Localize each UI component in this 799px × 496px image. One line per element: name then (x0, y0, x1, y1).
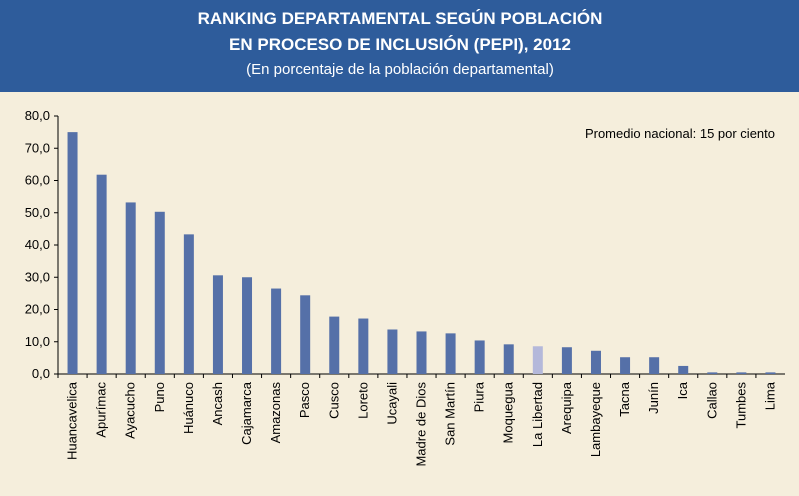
x-tick-label: Junín (646, 382, 661, 414)
bar (329, 316, 340, 374)
x-tick-label: La Libertad (530, 382, 545, 447)
x-tick-label: Apurímac (94, 382, 109, 438)
y-tick-label: 0,0 (32, 366, 50, 381)
x-tick-label: Ica (675, 381, 690, 399)
x-tick-label: Ancash (210, 382, 225, 425)
x-tick-label: Pasco (297, 382, 312, 418)
y-tick-label: 10,0 (25, 334, 50, 349)
bar (678, 365, 689, 374)
y-tick-label: 70,0 (25, 140, 50, 155)
x-tick-label: Puno (152, 382, 167, 412)
bar (154, 211, 165, 374)
bar (271, 288, 282, 374)
bar (736, 372, 747, 374)
x-tick-label: Cajamarca (239, 381, 254, 445)
x-tick-label: Huánuco (181, 382, 196, 434)
bar (503, 344, 514, 374)
y-tick-label: 30,0 (25, 269, 50, 284)
bar (212, 275, 223, 374)
y-tick-label: 40,0 (25, 237, 50, 252)
x-tick-label: Amazonas (268, 382, 283, 444)
x-tick-label: Huancavelica (65, 381, 80, 460)
x-tick-label: Ayacucho (123, 382, 138, 439)
bar (387, 329, 398, 374)
x-tick-label: Piura (472, 381, 487, 412)
x-tick-label: Ucayali (384, 382, 399, 425)
y-tick-label: 80,0 (25, 108, 50, 123)
x-tick-label: Tumbes (733, 382, 748, 429)
bar (765, 372, 776, 374)
x-tick-label: Lima (762, 381, 777, 410)
x-tick-label: Madre de Dios (414, 382, 429, 467)
chart-title: RANKING DEPARTAMENTAL SEGÚN POBLACIÓN (198, 9, 603, 28)
bar (96, 174, 107, 374)
x-tick-label: Loreto (355, 382, 370, 419)
bar (561, 347, 572, 374)
chart-subtitle: (En porcentaje de la población departame… (246, 61, 554, 78)
bar (67, 132, 78, 374)
bar (532, 346, 543, 374)
bar (590, 350, 601, 374)
bar (474, 340, 485, 374)
x-tick-label: Lambayeque (588, 382, 603, 457)
x-tick-label: Tacna (617, 381, 632, 416)
x-tick-label: Cusco (326, 382, 341, 419)
x-tick-label: Callao (704, 382, 719, 419)
title-banner (0, 0, 799, 92)
bar (358, 318, 369, 374)
annotation: Promedio nacional: 15 por ciento (585, 126, 775, 141)
bar (445, 333, 456, 374)
y-tick-label: 50,0 (25, 205, 50, 220)
bar (300, 295, 311, 374)
bar (707, 372, 718, 374)
chart-title: EN PROCESO DE INCLUSIÓN (PEPI), 2012 (229, 35, 571, 54)
x-tick-label: San Martín (443, 382, 458, 446)
bar (649, 357, 660, 374)
bar (242, 277, 253, 374)
x-tick-label: Moquegua (501, 381, 516, 443)
bar (416, 331, 427, 374)
y-tick-label: 20,0 (25, 302, 50, 317)
bar (620, 357, 631, 374)
y-tick-label: 60,0 (25, 173, 50, 188)
bar (183, 234, 194, 374)
bar (125, 202, 136, 374)
x-tick-label: Arequipa (559, 381, 574, 434)
